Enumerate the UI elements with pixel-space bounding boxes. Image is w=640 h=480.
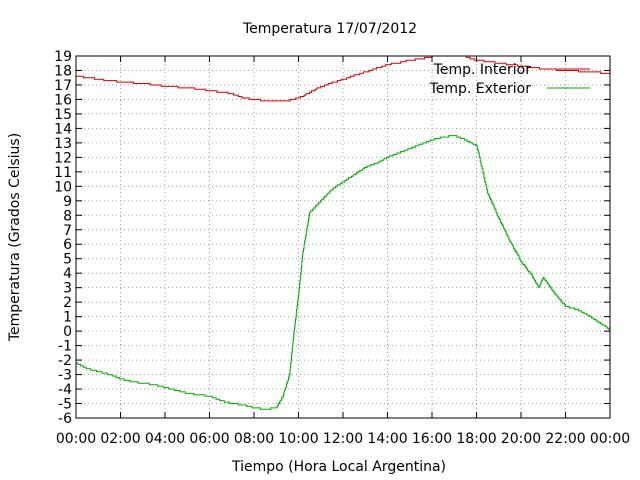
series-line-1 xyxy=(76,135,610,410)
y-tick-label: -1 xyxy=(58,339,72,355)
legend-label: Temp. Exterior xyxy=(429,81,532,97)
x-tick-label: 14:00 xyxy=(367,431,407,447)
y-tick-label: 18 xyxy=(54,63,72,79)
y-tick-label: 2 xyxy=(63,295,72,311)
y-tick-label: 9 xyxy=(63,194,72,210)
x-tick-label: 12:00 xyxy=(323,431,363,447)
x-tick-label: 10:00 xyxy=(278,431,318,447)
y-tick-label: 17 xyxy=(54,78,72,94)
y-tick-label: 5 xyxy=(63,252,72,268)
series-line-0 xyxy=(76,55,610,102)
y-tick-label: 11 xyxy=(54,165,72,181)
x-tick-label: 20:00 xyxy=(501,431,541,447)
y-tick-label: 19 xyxy=(54,49,72,65)
y-tick-label: 1 xyxy=(63,310,72,326)
y-tick-label: 15 xyxy=(54,107,72,123)
y-tick-label: 10 xyxy=(54,179,72,195)
grid-layer xyxy=(76,56,610,418)
x-tick-label: 00:00 xyxy=(56,431,96,447)
tick-layer: -6-5-4-3-2-10123456789101112131415161718… xyxy=(54,49,630,447)
y-tick-label: 6 xyxy=(63,237,72,253)
x-axis-label: Tiempo (Hora Local Argentina) xyxy=(231,459,446,475)
y-tick-label: -3 xyxy=(58,368,72,384)
x-tick-label: 04:00 xyxy=(145,431,185,447)
x-tick-label: 18:00 xyxy=(456,431,496,447)
y-tick-label: 0 xyxy=(63,324,72,340)
y-tick-label: 13 xyxy=(54,136,72,152)
x-tick-label: 06:00 xyxy=(189,431,229,447)
y-tick-label: 7 xyxy=(63,223,72,239)
series-layer xyxy=(76,55,610,410)
y-tick-label: -6 xyxy=(58,411,72,427)
y-tick-label: -5 xyxy=(58,397,72,413)
x-tick-label: 22:00 xyxy=(545,431,585,447)
y-tick-label: -4 xyxy=(58,382,72,398)
x-tick-label: 02:00 xyxy=(100,431,140,447)
y-tick-label: 3 xyxy=(63,281,72,297)
y-axis-label: Temperatura (Grados Celsius) xyxy=(7,133,23,342)
y-tick-label: 4 xyxy=(63,266,72,282)
y-tick-label: 14 xyxy=(54,121,72,137)
y-tick-label: 16 xyxy=(54,92,72,108)
x-tick-label: 08:00 xyxy=(234,431,274,447)
y-tick-label: -2 xyxy=(58,353,72,369)
legend: Temp. Interior Temp. Exterior xyxy=(429,62,590,97)
legend-label: Temp. Interior xyxy=(433,62,532,78)
x-tick-label: 00:00 xyxy=(590,431,630,447)
chart-title: Temperatura 17/07/2012 xyxy=(242,21,417,37)
x-tick-label: 16:00 xyxy=(412,431,452,447)
y-tick-label: 12 xyxy=(54,150,72,166)
y-tick-label: 8 xyxy=(63,208,72,224)
